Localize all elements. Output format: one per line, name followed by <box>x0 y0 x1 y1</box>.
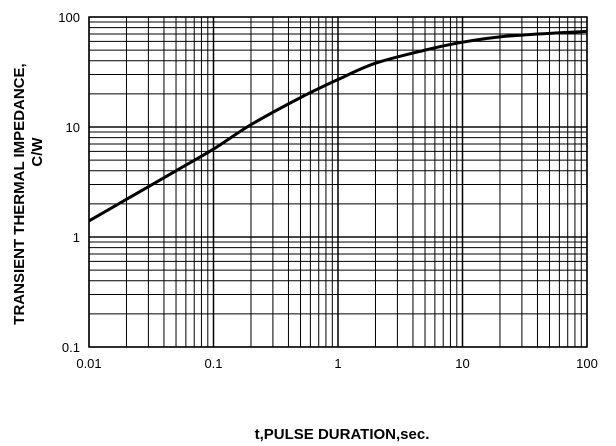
x-tick-label: 0.1 <box>204 356 222 371</box>
x-tick-label: 1 <box>334 356 341 371</box>
y-tick-label: 0.1 <box>62 340 80 355</box>
y-tick-label: 100 <box>58 10 80 25</box>
x-tick-label: 100 <box>576 356 598 371</box>
y-axis-title-line-1: TRANSIENT THERMAL IMPEDANCE, <box>11 63 28 324</box>
x-tick-labels: 0.01 0.1 1 10 100 <box>76 356 598 371</box>
y-axis-title-line-2: C/W <box>29 137 46 167</box>
series-line <box>88 29 588 223</box>
x-tick-label: 0.01 <box>76 356 101 371</box>
x-tick-label: 10 <box>455 356 469 371</box>
y-tick-label: 10 <box>66 120 80 135</box>
plot-frame <box>88 16 588 348</box>
y-tick-labels: 0.1 1 10 100 <box>58 10 80 355</box>
x-axis-title: t,PULSE DURATION,sec. <box>255 426 430 443</box>
y-tick-label: 1 <box>73 230 80 245</box>
